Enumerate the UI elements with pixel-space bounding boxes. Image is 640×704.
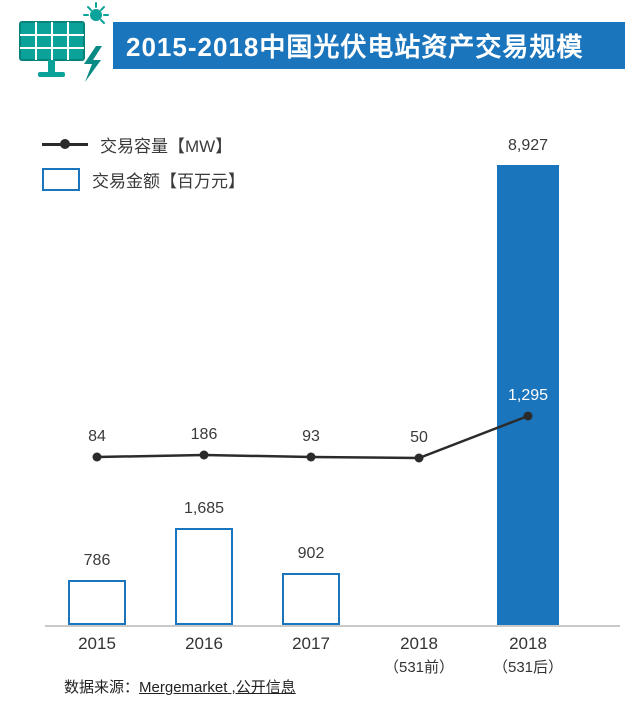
- x-axis-line: [45, 625, 620, 627]
- line-series-swatch: [42, 142, 88, 146]
- legend-item-capacity: 交易容量【MW】: [42, 131, 245, 157]
- line-value-label: 50: [410, 429, 428, 446]
- line-marker: [92, 452, 102, 462]
- line-marker: [414, 453, 424, 463]
- x-tick-label: 2017: [292, 634, 330, 653]
- x-tick-sublabel: （531后）: [492, 659, 564, 676]
- legend-amount-label: 交易金额【百万元】: [92, 171, 245, 191]
- bar-2017: [282, 573, 340, 625]
- x-tick-label: 2015: [78, 634, 116, 653]
- line-marker: [306, 452, 316, 462]
- x-tick-label: 2016: [185, 634, 223, 653]
- bar-2015: [68, 580, 126, 625]
- legend-item-amount: 交易金额【百万元】: [42, 166, 245, 192]
- bar-value-label: 902: [297, 545, 325, 562]
- bar-2016: [175, 528, 233, 625]
- bar-value-label: 8,927: [507, 137, 549, 154]
- lightning-bolt-icon: [84, 46, 102, 82]
- x-tick-sublabel: （531前）: [383, 659, 455, 676]
- solar-panel-icon-svg: [19, 2, 109, 82]
- source-suffix: ,公开信息: [227, 679, 296, 696]
- line-value-label: 186: [190, 426, 218, 443]
- data-source: 数据来源：Mergemarket ,公开信息: [64, 676, 296, 697]
- source-link[interactable]: Mergemarket: [139, 679, 228, 696]
- title-banner: 2015-2018中国光伏电站资产交易规模: [113, 22, 625, 69]
- bar-value-label: 1,685: [183, 500, 225, 517]
- legend-capacity-label: 交易容量【MW】: [100, 136, 233, 156]
- x-tick-label: 2018: [509, 634, 547, 653]
- page-title: 2015-2018中国光伏电站资产交易规模: [126, 32, 584, 62]
- legend: 交易容量【MW】 交易金额【百万元】: [42, 131, 245, 201]
- x-tick-label: 2018: [400, 634, 438, 653]
- source-prefix: 数据来源：: [64, 679, 140, 696]
- line-marker: [199, 450, 209, 460]
- line-value-label: 84: [88, 428, 106, 445]
- line-value-label: 1,295: [507, 387, 549, 404]
- bar-series-swatch: [42, 167, 80, 191]
- line-value-label: 93: [302, 428, 320, 445]
- solar-panel-icon: [8, 2, 112, 88]
- bar-2018（531后）: [497, 165, 559, 625]
- bar-value-label: 786: [83, 552, 111, 569]
